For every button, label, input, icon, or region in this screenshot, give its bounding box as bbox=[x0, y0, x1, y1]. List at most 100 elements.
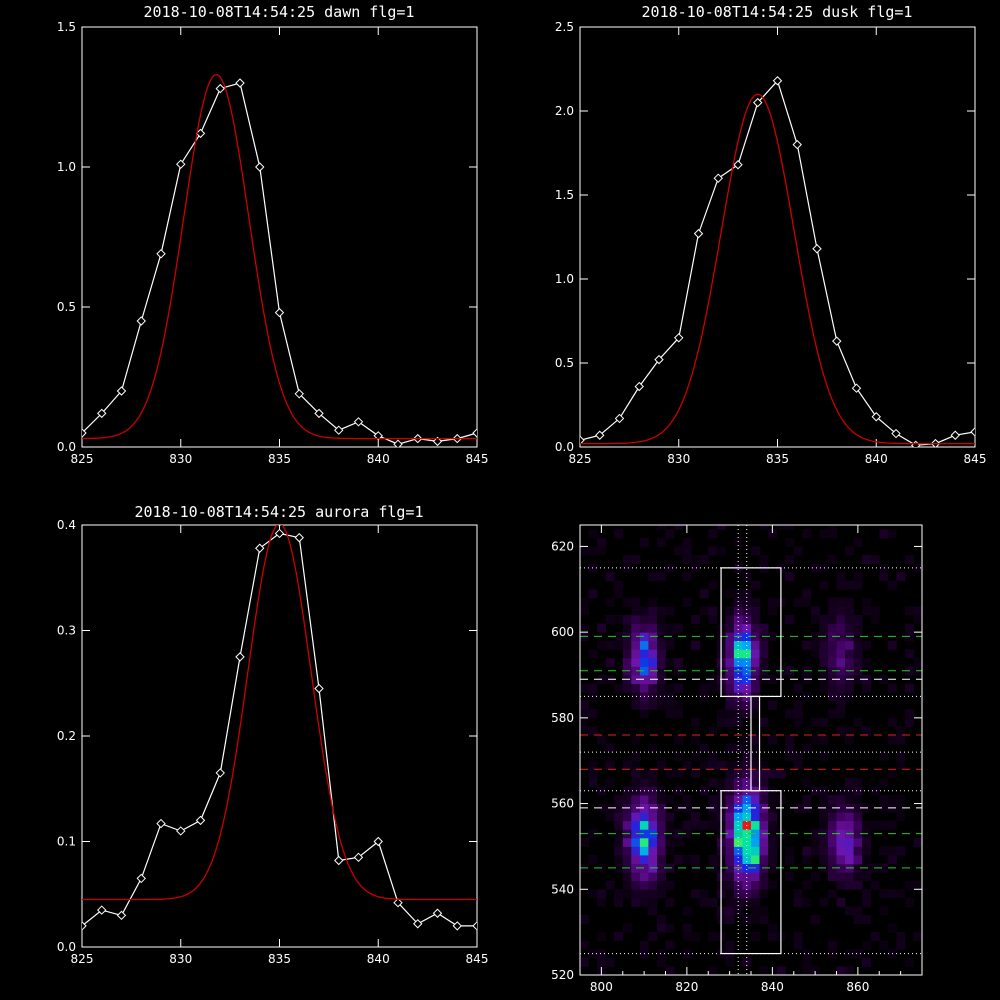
heatmap-cell bbox=[751, 580, 760, 590]
heatmap-cell bbox=[691, 769, 701, 779]
heatmap-cell bbox=[605, 812, 615, 822]
heatmap-cell bbox=[768, 795, 777, 804]
heatmap-cell bbox=[733, 743, 743, 753]
heatmap-cell bbox=[725, 606, 735, 616]
heatmap-cell bbox=[785, 752, 795, 762]
heatmap-cell bbox=[699, 889, 709, 899]
heatmap-cell bbox=[887, 855, 897, 864]
heatmap-cell bbox=[853, 855, 863, 864]
heatmap-cell bbox=[751, 906, 760, 916]
data-point bbox=[353, 417, 364, 427]
heatmap-cell bbox=[853, 880, 863, 890]
heatmap-cell bbox=[657, 632, 666, 642]
heatmap-cell bbox=[622, 820, 632, 830]
data-point bbox=[713, 173, 723, 183]
heatmap-cell bbox=[751, 623, 760, 633]
data-point bbox=[693, 228, 704, 239]
heatmap-cell bbox=[751, 606, 760, 616]
heatmap-cell bbox=[751, 795, 760, 804]
heatmap-cell bbox=[657, 795, 666, 804]
heatmap-cell bbox=[759, 640, 769, 650]
heatmap-cell bbox=[725, 709, 735, 719]
heatmap-cell bbox=[657, 803, 666, 813]
data-point bbox=[195, 815, 206, 826]
heatmap-cell bbox=[913, 615, 922, 624]
heatmap-cell bbox=[631, 820, 641, 830]
y-tick-label: 0.5 bbox=[555, 356, 574, 370]
heatmap-cell bbox=[725, 863, 735, 873]
heatmap-cell bbox=[657, 666, 666, 676]
heatmap-cell bbox=[631, 897, 641, 907]
heatmap-cell bbox=[682, 932, 692, 942]
heatmap-cell bbox=[699, 555, 709, 564]
heatmap-cell bbox=[853, 949, 863, 959]
heatmap-cell bbox=[751, 872, 760, 882]
heatmap-cell bbox=[845, 855, 854, 864]
heatmap-cell bbox=[862, 872, 872, 882]
heatmap-cell bbox=[759, 623, 769, 633]
heatmap-cell bbox=[648, 683, 658, 693]
heatmap-cell bbox=[836, 597, 846, 607]
data-point bbox=[733, 160, 743, 170]
heatmap-cell bbox=[665, 529, 675, 539]
heatmap-cell bbox=[742, 837, 752, 847]
heatmap-cell bbox=[785, 743, 795, 753]
heatmap-cell bbox=[819, 717, 829, 727]
heatmap-cell bbox=[657, 572, 666, 582]
heatmap-cell bbox=[657, 623, 666, 633]
data-point bbox=[255, 543, 265, 553]
heatmap-cell bbox=[733, 717, 743, 727]
heatmap-cell bbox=[793, 897, 803, 907]
heatmap-cell bbox=[691, 615, 701, 624]
heatmap-cell bbox=[887, 717, 897, 727]
heatmap-cell bbox=[682, 537, 692, 547]
heatmap-cell bbox=[887, 529, 897, 539]
heatmap-cell bbox=[725, 666, 735, 676]
heatmap-cell bbox=[896, 889, 906, 899]
heatmap-cell bbox=[742, 606, 752, 616]
heatmap-cell bbox=[759, 795, 769, 804]
heatmap-cell bbox=[845, 649, 854, 659]
data-point bbox=[274, 307, 285, 318]
heatmap-cell bbox=[614, 529, 624, 539]
plot-frame bbox=[81, 524, 478, 948]
heatmap-cell bbox=[665, 623, 675, 633]
heatmap-cell bbox=[674, 769, 683, 779]
heatmap-cell bbox=[828, 649, 837, 659]
heatmap-cell bbox=[708, 897, 718, 907]
panel-dawn: 2018-10-08T14:54:25 dawn flg=1 825 830 835… bbox=[57, 3, 489, 466]
heatmap-cell bbox=[853, 906, 863, 916]
plot-area bbox=[82, 525, 477, 931]
heatmap-cell bbox=[631, 606, 641, 616]
heatmap-cell bbox=[802, 743, 812, 753]
y-tick-label: 2.0 bbox=[555, 104, 574, 118]
heatmap-cell bbox=[879, 863, 889, 873]
heatmap-cell bbox=[819, 640, 829, 650]
heatmap-cell bbox=[828, 623, 837, 633]
heatmap-cell bbox=[665, 940, 675, 950]
heatmap-cell bbox=[725, 675, 735, 684]
x-tick-label: 825 bbox=[71, 452, 94, 466]
heatmap-cell bbox=[768, 880, 777, 890]
heatmap-cell bbox=[845, 872, 854, 882]
data-point bbox=[314, 683, 324, 694]
heatmap-cell bbox=[845, 683, 854, 693]
heatmap-cell bbox=[845, 812, 854, 822]
heatmap-cell bbox=[819, 615, 829, 624]
heatmap-cell bbox=[597, 889, 606, 899]
heatmap-cell bbox=[631, 666, 641, 676]
heatmap-cell bbox=[828, 709, 837, 719]
heatmap-cell bbox=[716, 546, 726, 556]
heatmap-cell bbox=[887, 795, 897, 804]
data-point bbox=[432, 908, 443, 918]
heatmap-cell bbox=[631, 812, 641, 822]
heatmap-cell bbox=[597, 623, 606, 633]
heatmap-cell bbox=[665, 880, 675, 890]
data-point bbox=[82, 921, 87, 931]
heatmap-cell bbox=[853, 812, 863, 822]
heatmap-cell bbox=[819, 683, 829, 693]
x-tick-label: 840 bbox=[761, 980, 784, 994]
x-tick-label: 825 bbox=[71, 952, 94, 966]
heatmap-cell bbox=[751, 837, 760, 847]
heatmap-cell bbox=[665, 657, 675, 667]
